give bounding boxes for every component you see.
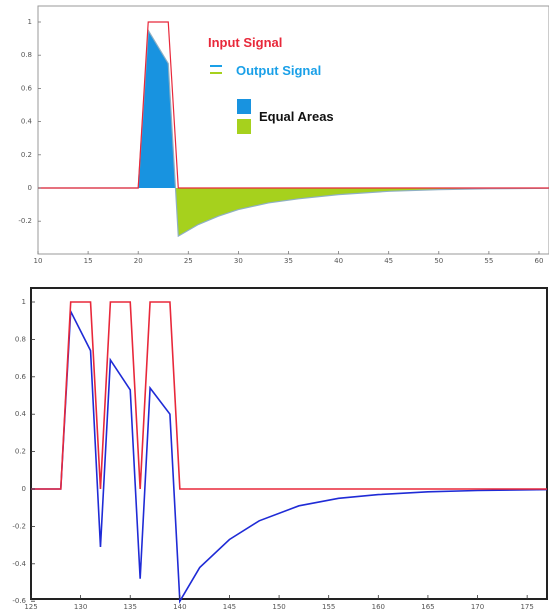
top-plot: 1 0.8 0.6 0.4 0.2 0 -0.2 10 15 20 25 30 35 40 45 50 55 60 bbox=[18, 18, 549, 265]
top-xtick-label: 45 bbox=[384, 257, 393, 265]
legend-equal-label: Equal Areas bbox=[259, 109, 334, 124]
top-xtick-label: 35 bbox=[284, 257, 293, 265]
bottom-ytick-label: 0 bbox=[22, 485, 26, 493]
top-xtick-label: 55 bbox=[484, 257, 493, 265]
top-xtick-label: 10 bbox=[34, 257, 43, 265]
top-xtick-label: 60 bbox=[535, 257, 544, 265]
bottom-xtick-label: 150 bbox=[272, 603, 285, 611]
input-signal-line-bottom bbox=[31, 301, 547, 490]
top-ytick-label: 0 bbox=[28, 184, 32, 192]
legend-output-label: Output Signal bbox=[236, 63, 321, 78]
top-ytick-label: -0.2 bbox=[18, 217, 32, 225]
bottom-plot-frame bbox=[30, 287, 548, 600]
bottom-ytick-label: -0.4 bbox=[12, 560, 26, 568]
bottom-xtick-label: 160 bbox=[372, 603, 385, 611]
equal-area-positive bbox=[138, 30, 176, 188]
bottom-xtick-label: 125 bbox=[24, 603, 37, 611]
bottom-xtick-label: 135 bbox=[124, 603, 137, 611]
bottom-xtick-label: 130 bbox=[74, 603, 87, 611]
top-plot-frame bbox=[37, 5, 549, 255]
bottom-xtick-label: 145 bbox=[223, 603, 236, 611]
top-xtick-label: 15 bbox=[84, 257, 93, 265]
legend-equal-swatch-positive bbox=[237, 99, 251, 114]
bottom-ytick-label: -0.6 bbox=[12, 597, 26, 605]
top-xtick-label: 20 bbox=[134, 257, 143, 265]
bottom-ytick-label: -0.2 bbox=[12, 522, 26, 530]
top-ytick-label: 0.2 bbox=[21, 151, 32, 159]
bottom-xtick-label: 170 bbox=[471, 603, 484, 611]
top-ytick-label: 1 bbox=[28, 18, 32, 26]
bottom-xtick-label: 155 bbox=[322, 603, 335, 611]
top-ytick-label: 0.6 bbox=[21, 84, 33, 92]
bottom-ytick-label: 0.8 bbox=[15, 335, 26, 343]
top-ytick-label: 0.8 bbox=[21, 51, 32, 59]
top-xtick-label: 40 bbox=[334, 257, 343, 265]
top-xtick-label: 30 bbox=[234, 257, 243, 265]
legend-input-label: Input Signal bbox=[208, 35, 282, 50]
legend-equal-swatch-negative bbox=[237, 119, 251, 134]
top-ytick-label: 0.4 bbox=[21, 118, 33, 126]
equal-area-negative bbox=[175, 188, 549, 237]
bottom-ytick-label: 0.4 bbox=[15, 410, 27, 418]
top-xtick-label: 25 bbox=[184, 257, 193, 265]
input-signal-line-top bbox=[38, 21, 549, 189]
bottom-ytick-label: 1 bbox=[22, 298, 26, 306]
bottom-ytick-label: 0.6 bbox=[15, 373, 27, 381]
bottom-ytick-label: 0.2 bbox=[15, 448, 26, 456]
bottom-xtick-label: 140 bbox=[173, 603, 186, 611]
top-xtick-label: 50 bbox=[434, 257, 443, 265]
output-signal-line-top bbox=[38, 28, 549, 238]
bottom-xtick-label: 175 bbox=[520, 603, 533, 611]
bottom-xtick-label: 165 bbox=[421, 603, 434, 611]
output-signal-line-bottom bbox=[31, 308, 548, 604]
